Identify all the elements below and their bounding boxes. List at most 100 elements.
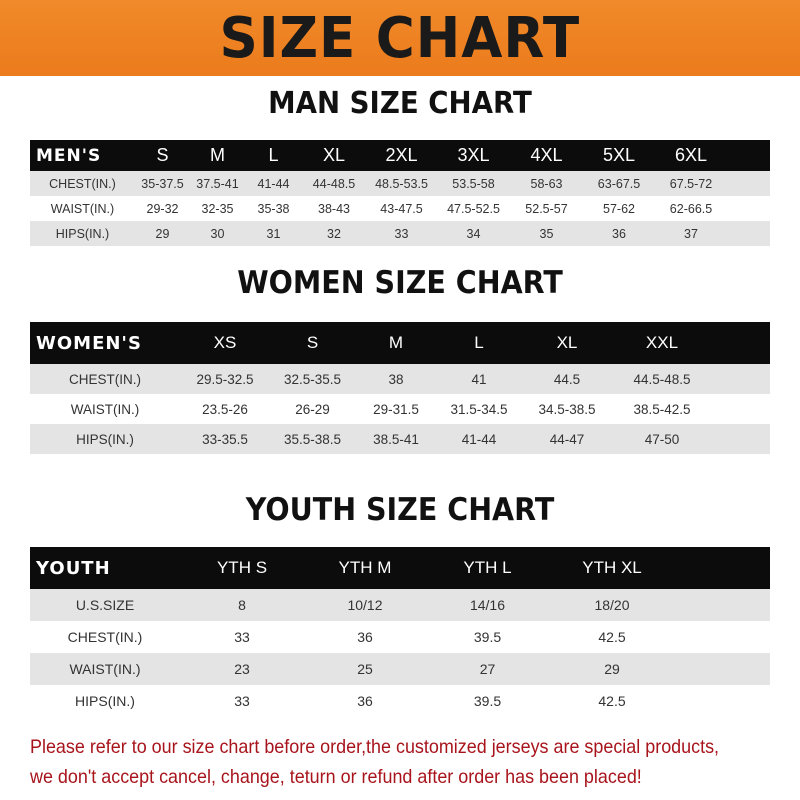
cell: 35.5-38.5: [283, 431, 342, 447]
cell: 36: [357, 693, 373, 709]
cell: 44-48.5: [312, 176, 356, 191]
cell: 52.5-57: [525, 201, 568, 216]
row-label: CHEST(IN.): [69, 371, 141, 387]
cell: 4XL: [530, 145, 563, 165]
cell: 38-43: [318, 201, 350, 216]
cell: 67.5-72: [669, 176, 713, 191]
cell: 42.5: [598, 693, 626, 709]
cell: 34: [466, 226, 481, 241]
cell: 10/12: [347, 597, 383, 613]
cell: 44.5-48.5: [633, 371, 691, 387]
header-row: WOMEN'S XS S M L XL XXL: [30, 322, 770, 364]
cell: YTH M: [338, 558, 392, 577]
cell: 29.5-32.5: [196, 371, 254, 387]
table-row: CHEST(IN.) 33 36 39.5 42.5: [30, 621, 770, 653]
cell: 39.5: [473, 693, 502, 709]
cell: 37.5-41: [196, 176, 239, 191]
row-label: HIPS(IN.): [76, 431, 134, 447]
table-row: CHEST(IN.) 29.5-32.5 32.5-35.5 38 41 44.5 44.5…: [30, 364, 770, 394]
men-title: MAN SIZE CHART: [268, 86, 532, 121]
cell: 27: [479, 661, 496, 677]
cell: 42.5: [598, 629, 626, 645]
table-row: WAIST(IN.) 23.5-26 26-29 29-31.5 31.5-34.5 34…: [30, 394, 770, 424]
cell: XL: [556, 333, 578, 352]
cell: 32.5-35.5: [283, 371, 342, 387]
cell: 47.5-52.5: [447, 201, 500, 216]
cell: XXL: [645, 333, 679, 352]
cell: 31.5-34.5: [450, 401, 508, 417]
cell: 48.5-53.5: [375, 176, 428, 191]
cell: 33: [394, 226, 409, 241]
cell: 31: [266, 226, 281, 241]
cell: 14/16: [469, 597, 506, 613]
row-label: WAIST(IN.): [70, 401, 140, 417]
cell: 62-66.5: [669, 201, 713, 216]
youth-title: YOUTH SIZE CHART: [245, 492, 555, 528]
cell: 36: [612, 226, 626, 241]
cell: 35-37.5: [141, 176, 184, 191]
women-title: WOMEN SIZE CHART: [237, 265, 563, 301]
cell: 41: [471, 371, 487, 387]
cell: 33: [234, 693, 250, 709]
cell: 6XL: [674, 145, 708, 165]
cell: YTH S: [216, 558, 268, 577]
cell: XL: [322, 145, 346, 165]
cell: 36: [357, 629, 373, 645]
cell: S: [156, 145, 169, 165]
cell: 26-29: [295, 401, 330, 417]
table-row: WAIST(IN.) 29-32 32-35 35-38 38-43 43-47.5 47.…: [30, 196, 770, 221]
row-label: HIPS(IN.): [75, 693, 135, 709]
youth-size-table: YOUTH YTH S YTH M YTH L YTH XL U.S.SIZE 8 10/12…: [30, 547, 770, 717]
women-size-table: WOMEN'S XS S M L XL XXL CHEST(IN.) 29.5-32.5 32.5…: [30, 322, 770, 454]
cell: 58-63: [530, 176, 563, 191]
cell: 5XL: [602, 145, 636, 165]
cell: M: [210, 145, 225, 165]
cell: 29-32: [146, 201, 179, 216]
cell: S: [306, 333, 319, 352]
cell: L: [474, 333, 484, 352]
row-label: YOUTH: [36, 557, 111, 579]
cell: M: [388, 333, 404, 352]
cell: 33: [234, 629, 250, 645]
cell: 34.5-38.5: [538, 401, 596, 417]
cell: 23.5-26: [202, 401, 248, 417]
notice-line-1: Please refer to our size chart before or…: [30, 736, 720, 758]
cell: 38.5-41: [373, 431, 419, 447]
notice-line-2: we don't accept cancel, change, teturn o…: [30, 766, 642, 788]
cell: 23: [234, 661, 250, 677]
cell: 53.5-58: [452, 176, 495, 191]
row-label: CHEST(IN.): [49, 176, 116, 191]
header-row: YOUTH YTH S YTH M YTH L YTH XL: [30, 547, 770, 589]
cell: 18/20: [594, 597, 630, 613]
table-row: U.S.SIZE 8 10/12 14/16 18/20: [30, 589, 770, 621]
cell: YTH XL: [582, 558, 642, 577]
cell: 8: [238, 597, 246, 613]
row-label: U.S.SIZE: [75, 597, 135, 613]
cell: 41-44: [461, 431, 497, 447]
table-row: WAIST(IN.) 23 25 27 29: [30, 653, 770, 685]
cell: 29-31.5: [373, 401, 419, 417]
row-label: CHEST(IN.): [67, 629, 143, 645]
cell: 35: [539, 226, 554, 241]
cell: 33-35.5: [202, 431, 248, 447]
banner: SIZE CHART: [0, 0, 800, 76]
cell: 44.5: [553, 371, 581, 387]
row-label: MEN'S: [36, 145, 102, 166]
row-label: WOMEN'S: [36, 332, 142, 354]
cell: 37: [684, 226, 698, 241]
cell: YTH L: [463, 558, 512, 577]
cell: XS: [213, 333, 237, 352]
table-row: HIPS(IN.) 33-35.5 35.5-38.5 38.5-41 41-44 44-…: [30, 424, 770, 454]
cell: 2XL: [385, 145, 418, 165]
table-row: HIPS(IN.) 33 36 39.5 42.5: [30, 685, 770, 717]
cell: 35-38: [257, 201, 290, 216]
table-row: HIPS(IN.) 29 30 31 32 33 34 35 36 37: [30, 221, 770, 246]
cell: 43-47.5: [380, 201, 423, 216]
cell: 29: [155, 226, 170, 241]
cell: 39.5: [473, 629, 502, 645]
cell: 30: [210, 226, 225, 241]
cell: 25: [357, 661, 373, 677]
header-row: MEN'S S M L XL 2XL 3XL 4XL 5XL 6XL: [30, 140, 770, 171]
row-label: WAIST(IN.): [69, 661, 141, 677]
cell: 38: [388, 371, 404, 387]
